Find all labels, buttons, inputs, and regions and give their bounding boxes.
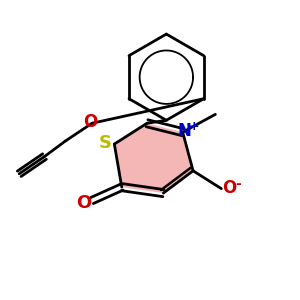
- Polygon shape: [114, 123, 193, 193]
- Text: S: S: [99, 134, 112, 152]
- Text: O: O: [76, 194, 91, 212]
- Text: O: O: [83, 113, 98, 131]
- Text: N: N: [177, 122, 191, 140]
- Text: -: -: [235, 177, 241, 191]
- Text: O: O: [222, 179, 236, 197]
- Text: +: +: [189, 120, 199, 133]
